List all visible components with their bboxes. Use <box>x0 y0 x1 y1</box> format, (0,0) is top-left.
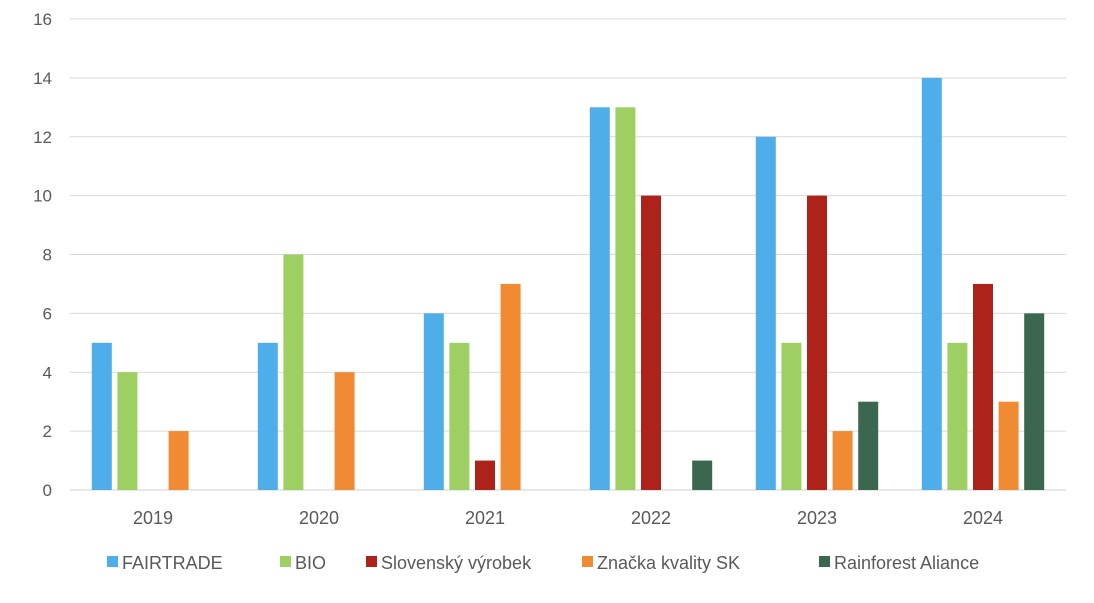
bar-fairtrade-2022 <box>589 107 610 490</box>
x-tick-label: 2021 <box>465 508 505 528</box>
bar-fairtrade-2023 <box>755 136 776 490</box>
x-tick-label: 2020 <box>299 508 339 528</box>
bar-fairtrade-2020 <box>257 342 278 490</box>
y-tick-label: 2 <box>43 422 52 441</box>
legend-swatch <box>366 556 377 567</box>
bar-bio-2020 <box>283 254 304 490</box>
y-tick-label: 6 <box>43 304 52 323</box>
bar-rainforest-aliance-2024 <box>1024 313 1045 490</box>
legend: FAIRTRADE BIO Slovenský výrobek Značka kval… <box>107 553 979 573</box>
bar-zna-ka-kvality-sk-2023 <box>832 431 853 490</box>
bar-slovensk-v-robek-2023 <box>807 195 827 490</box>
y-tick-label: 12 <box>33 128 52 147</box>
y-tick-label: 16 <box>33 10 52 29</box>
bar-fairtrade-2021 <box>423 313 444 490</box>
y-axis-ticks: 0 2 4 6 8 10 12 14 16 <box>33 10 52 500</box>
bar-rainforest-aliance-2022 <box>692 460 713 490</box>
x-tick-label: 2023 <box>797 508 837 528</box>
x-axis-ticks: 2019 2020 2021 2022 2023 2024 <box>133 508 1003 528</box>
bar-fairtrade-2024 <box>921 77 942 490</box>
bar-bio-2024 <box>947 342 968 490</box>
legend-label: FAIRTRADE <box>122 553 223 573</box>
bar-slovensk-v-robek-2024 <box>973 283 993 490</box>
y-tick-label: 4 <box>43 363 52 382</box>
bar-fairtrade-2019 <box>91 342 112 490</box>
legend-swatch <box>582 556 593 567</box>
y-tick-label: 14 <box>33 69 52 88</box>
legend-swatch <box>819 556 830 567</box>
bar-zna-ka-kvality-sk-2020 <box>334 372 355 490</box>
legend-swatch <box>107 556 118 567</box>
bar-slovensk-v-robek-2022 <box>641 195 661 490</box>
legend-swatch <box>280 556 291 567</box>
bar-slovensk-v-robek-2021 <box>475 460 495 490</box>
bar-bio-2021 <box>449 342 470 490</box>
bar-zna-ka-kvality-sk-2024 <box>998 401 1019 490</box>
x-tick-label: 2022 <box>631 508 671 528</box>
x-tick-label: 2019 <box>133 508 173 528</box>
gridlines <box>70 18 1066 491</box>
y-tick-label: 8 <box>43 246 52 265</box>
legend-label: Rainforest Aliance <box>834 553 979 573</box>
y-tick-label: 10 <box>33 187 52 206</box>
y-tick-label: 0 <box>43 481 52 500</box>
bar-zna-ka-kvality-sk-2021 <box>500 283 521 490</box>
bar-rainforest-aliance-2023 <box>858 401 879 490</box>
legend-label: Slovenský výrobek <box>381 553 532 573</box>
x-tick-label: 2024 <box>963 508 1003 528</box>
bar-bio-2019 <box>117 372 138 490</box>
bar-zna-ka-kvality-sk-2019 <box>168 431 189 490</box>
legend-label: BIO <box>295 553 326 573</box>
bar-bio-2022 <box>615 107 636 490</box>
bar-bio-2023 <box>781 342 802 490</box>
bars <box>91 77 1045 490</box>
legend-label: Značka kvality SK <box>597 553 740 573</box>
